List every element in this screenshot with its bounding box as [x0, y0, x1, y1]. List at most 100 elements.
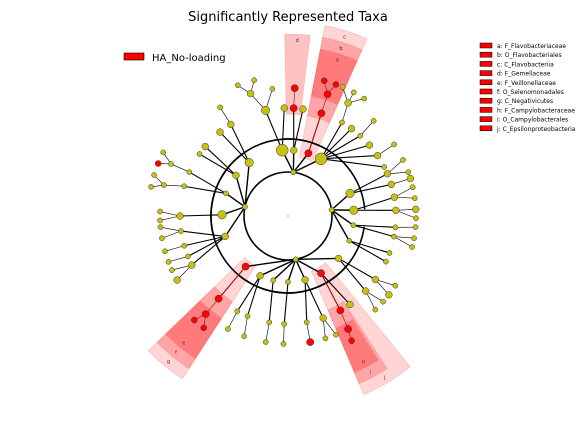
edge-c7b1: [393, 236, 415, 239]
edge-c16d1: [161, 230, 182, 239]
node-C_Neg: [241, 262, 250, 271]
taxa-legend-swatch-5: [479, 88, 493, 95]
node-c12: [285, 279, 291, 285]
node-F_Gem: [289, 104, 298, 112]
highlight-wedge-f: [156, 286, 233, 370]
edge-c18b1: [170, 163, 190, 173]
node-c9b1: [380, 298, 386, 305]
node-c18a: [181, 183, 187, 190]
edge-c19: [235, 175, 246, 208]
edge-c16: [224, 206, 246, 237]
node-c7b: [391, 233, 397, 240]
taxa-legend-label-6: g: C_Negativicutes: [497, 98, 553, 105]
clade-label-j: j: [383, 375, 385, 381]
edge-c18a: [184, 185, 227, 194]
taxa-legend-label-5: f: O_Selenomonadales: [497, 89, 564, 96]
node-c16b1: [165, 259, 172, 265]
node-fl1: [320, 77, 328, 85]
node-c15: [256, 272, 264, 280]
node-c9a1: [392, 282, 399, 289]
node-c17a1: [157, 217, 163, 224]
node-c16a: [188, 261, 196, 269]
node-c16c: [181, 242, 187, 249]
node-fa: [344, 99, 352, 107]
edge-c7a: [353, 224, 396, 228]
node-c18: [223, 190, 229, 197]
edge-c19b: [204, 146, 237, 176]
edge-c12: [287, 259, 297, 283]
edge-c11b: [304, 279, 308, 323]
taxa-legend-swatch-9: [479, 125, 493, 132]
edge-c9a: [338, 257, 376, 280]
taxa-legend-label-8: i: O_Campylobacterales: [497, 117, 568, 124]
taxa-legend-label-9: j: C_Epsilonproteobacteria: [496, 126, 576, 133]
node-c18b1: [168, 161, 174, 167]
edge-c19a: [199, 153, 237, 176]
clade-labels: c j g b d i f a h e: [167, 35, 386, 381]
node-c5a2: [405, 169, 412, 176]
node-O_Flavo: [317, 109, 326, 118]
edge-c15b1: [227, 311, 238, 330]
node-c9a2: [385, 291, 393, 299]
taxa-legend-label-0: a: F_Flavobacteriaceae: [497, 43, 566, 50]
edge-c16b: [187, 235, 226, 257]
node-c9b: [362, 287, 370, 295]
node-c15a1: [241, 333, 248, 340]
edge-c8: [330, 209, 350, 242]
node-c19: [232, 171, 240, 180]
node-c2a1: [246, 89, 255, 98]
clade-label-h: h: [362, 359, 365, 365]
edge-c18: [225, 192, 246, 208]
node-o2: [347, 124, 356, 133]
highlight-wedge-a: [310, 48, 358, 105]
node-p3: [292, 256, 299, 263]
highlight-wedge-i: [327, 301, 388, 384]
highlight-wedge-g: [148, 257, 256, 380]
edge-c12a1: [283, 323, 285, 344]
edge-C_Eps: [295, 258, 322, 274]
clade-label-a: a: [336, 58, 339, 64]
node-c17: [217, 210, 227, 220]
edge-O_Camp: [320, 272, 341, 311]
edge-c6a: [353, 196, 395, 211]
node-c5a: [383, 170, 392, 178]
group-legend-swatch: [123, 52, 145, 61]
node-F_Camp: [344, 325, 352, 333]
edge-C_Neg: [245, 258, 296, 268]
node-c18b: [186, 169, 193, 175]
node-c15b1: [225, 326, 231, 332]
edge-o1: [320, 122, 343, 160]
taxa-legend-swatch-8: [479, 116, 493, 122]
node-c5b1: [406, 174, 415, 183]
edge-c8a: [349, 240, 390, 254]
node-c15b: [234, 308, 241, 315]
edge-c18b: [189, 171, 227, 194]
taxa-legend-label-3: d: F_Gemellaceae: [497, 71, 551, 78]
node-ve2: [191, 316, 198, 324]
node-c11b1: [306, 338, 315, 346]
node-c20: [244, 158, 254, 168]
edge-c4b: [293, 108, 304, 151]
node-c8b: [383, 258, 389, 265]
node-c2a: [261, 105, 271, 115]
highlight-wedge-b: [307, 36, 363, 124]
node-c11a1: [333, 331, 339, 338]
node-c20b1: [217, 104, 223, 111]
edge-c15a1: [243, 316, 248, 337]
edge-c18a1: [163, 184, 185, 187]
node-eps2: [346, 300, 354, 309]
edge-c8b: [348, 240, 387, 263]
clade-label-d: d: [296, 38, 299, 44]
edge-c20a: [219, 131, 250, 163]
node-O_Camp: [336, 306, 345, 315]
node-c13a1: [262, 339, 269, 345]
root-node: [287, 215, 289, 217]
node-c12a: [281, 321, 288, 327]
edge-O_Sel: [218, 266, 246, 300]
node-fa2: [350, 89, 357, 96]
edge-c16c1: [164, 245, 185, 252]
node-fa3: [361, 95, 368, 102]
node-c9a: [371, 275, 380, 284]
edge-o4: [320, 144, 370, 160]
